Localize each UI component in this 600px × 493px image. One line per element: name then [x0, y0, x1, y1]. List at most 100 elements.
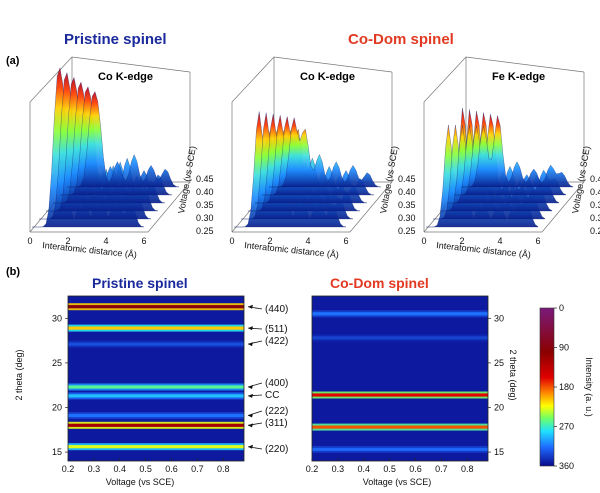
surface-x-tick: 2: [459, 236, 464, 246]
heatmap-frame: [67, 295, 245, 462]
surface-y-tick: 0.40: [590, 187, 600, 197]
heatmap-y-tick: 25: [494, 358, 504, 368]
peak-arrowhead: [248, 423, 253, 428]
heatmap-x-tick: 0.3: [88, 464, 101, 474]
colorbar-tick: 360: [559, 461, 574, 471]
peak-arrowhead: [248, 342, 253, 347]
peak-arrowhead: [248, 413, 253, 418]
heatmap-x-tick: 0.5: [139, 464, 152, 474]
heatmap-right-xlabel: Voltage (vs SCE): [363, 477, 432, 487]
peak-arrowhead: [248, 304, 253, 309]
heatmap-x-tick: 0.8: [461, 464, 474, 474]
colorbar-tick: 90: [559, 343, 569, 353]
heatmap-x-tick: 0.7: [435, 464, 448, 474]
heatmap-band: [312, 425, 488, 429]
peak-arrowhead: [248, 384, 253, 389]
peak-arrowhead: [248, 326, 253, 331]
heatmap-x-tick: 0.8: [217, 464, 230, 474]
heatmap-band: [68, 423, 244, 427]
heatmap-x-tick: 0.4: [358, 464, 371, 474]
surface-y-tick: 0.30: [196, 213, 214, 223]
heatmap-left-xlabel: Voltage (vs SCE): [106, 477, 175, 487]
heatmap-frame: [311, 295, 489, 462]
heatmap-codom: 0.2 0.3 0.4 0.5 0.6 0.7 0.8 15 20 25 30: [306, 295, 504, 474]
surface-plot-edge-label: Co K-edge: [300, 71, 355, 83]
heatmap-x-tick: 0.5: [383, 464, 396, 474]
surface-y-tick: 0.25: [398, 226, 416, 236]
surface-ridge: [461, 115, 574, 188]
surface-y-tick: 0.40: [196, 187, 214, 197]
heatmap-title-codom: Co-Dom spinel: [330, 275, 429, 291]
surface-xlabel: Interatomic distance (Å): [244, 240, 340, 260]
colorbar-tick: 0: [559, 303, 564, 313]
surface-x-tick: 2: [267, 236, 272, 246]
heatmap-x-tick: 0.4: [114, 464, 127, 474]
colorbar-ticks: 0 90 180 270 360: [554, 303, 574, 471]
surface-y-tick: 0.25: [196, 226, 214, 236]
peak-label: (400): [265, 378, 288, 389]
surface-x-tick: 6: [343, 236, 348, 246]
colorbar: [539, 307, 555, 467]
heatmap-right-ylabel: 2 theta (deg): [508, 349, 518, 400]
peak-label: CC: [265, 390, 279, 401]
heatmap-y-tick: 20: [52, 402, 62, 412]
peak-labels: (440) (511)(422) (400)CC (222)(311) (220): [247, 304, 288, 455]
heatmap-band: [68, 413, 244, 418]
surface-plot-box: [29, 56, 191, 233]
heatmap-background: [312, 296, 488, 461]
surface-x-tick: 2: [65, 236, 70, 246]
peak-label: (220): [265, 444, 288, 455]
heatmap-left-ylabel: 2 theta (deg): [14, 349, 24, 400]
surface-x-tick: 6: [141, 236, 146, 246]
panel-a-label: (a): [6, 55, 20, 67]
heatmap-x-tick: 0.3: [332, 464, 345, 474]
heatmap-pristine: 0.2 0.3 0.4 0.5 0.6 0.7 0.8 15 20 25 30: [52, 295, 245, 474]
heatmap-y-tick: 30: [494, 313, 504, 323]
surface-x-tick: 6: [535, 236, 540, 246]
surface-x-tick: 0: [27, 236, 32, 246]
surface-plot-box: [423, 56, 585, 233]
group-title-pristine: Pristine spinel: [64, 31, 167, 48]
heatmap-band: [68, 385, 244, 389]
surface-xlabel: Interatomic distance (Å): [436, 240, 532, 260]
surface-xlabel: Interatomic distance (Å): [42, 240, 138, 260]
heatmap-y-tick: 15: [52, 447, 62, 457]
peak-label: (422): [265, 336, 288, 347]
heatmap-band: [312, 312, 488, 316]
peak-label: (222): [265, 406, 288, 417]
surface-y-tick: 0.45: [398, 174, 416, 184]
heatmap-background: [68, 296, 244, 461]
heatmap-band: [312, 447, 488, 451]
heatmap-title-pristine: Pristine spinel: [92, 275, 188, 291]
surface-ridge: [269, 117, 382, 188]
surface-plot-edge-label: Co K-edge: [98, 71, 153, 83]
surface-x-tick: 4: [497, 236, 502, 246]
peak-label: (440): [265, 304, 288, 315]
colorbar-tick: 270: [559, 422, 574, 432]
heatmap-x-tick: 0.2: [306, 464, 319, 474]
surface-x-tick: 4: [103, 236, 108, 246]
heatmap-band: [68, 445, 244, 449]
peak-label: (311): [265, 418, 288, 429]
heatmap-x-tick: 0.6: [165, 464, 178, 474]
heatmap-band: [68, 394, 244, 398]
surface-ylabel: Voltage (vs SCE): [378, 145, 400, 214]
surface-x-tick: 0: [229, 236, 234, 246]
heatmap-band: [312, 393, 488, 397]
surface-y-tick: 0.25: [590, 226, 600, 236]
surface-ridge: [67, 91, 180, 188]
heatmap-y-tick: 15: [494, 447, 504, 457]
heatmap-y-tick: 30: [52, 313, 62, 323]
surface-ylabel: Voltage (vs SCE): [176, 145, 198, 214]
heatmap-band: [68, 326, 244, 330]
surface-y-tick: 0.35: [398, 200, 416, 210]
heatmap-x-tick: 0.6: [409, 464, 422, 474]
heatmap-y-tick: 25: [52, 358, 62, 368]
group-title-codom: Co-Dom spinel: [348, 31, 454, 48]
surface-y-tick: 0.30: [590, 213, 600, 223]
surface-y-tick: 0.35: [196, 200, 214, 210]
